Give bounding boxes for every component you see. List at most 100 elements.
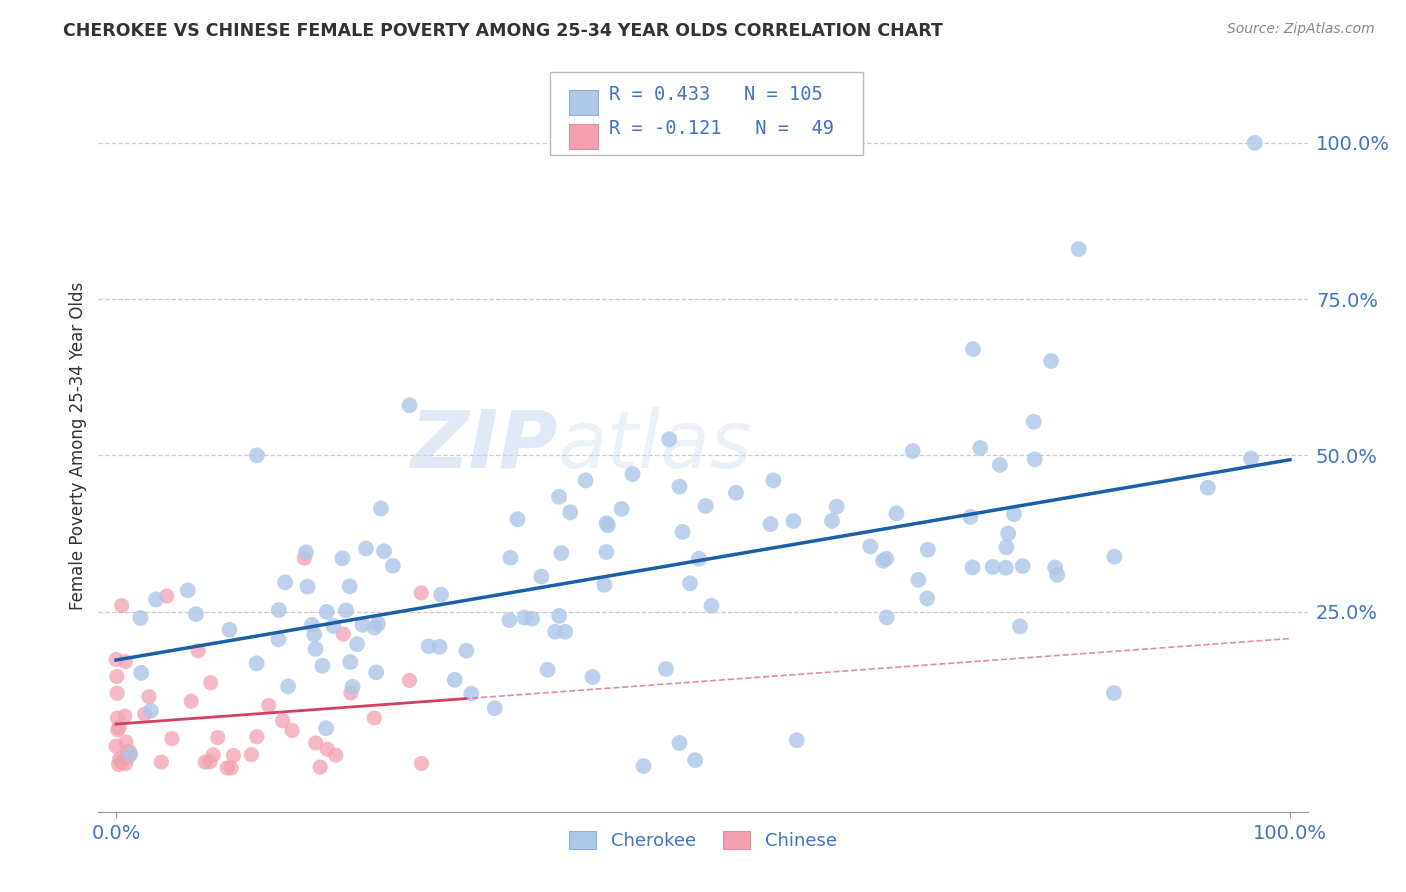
Point <box>859 540 882 554</box>
Point <box>110 755 132 769</box>
Point <box>187 643 209 657</box>
Point <box>560 505 582 519</box>
Point <box>969 441 991 455</box>
Point <box>301 618 323 632</box>
Point <box>267 603 290 617</box>
Point <box>581 670 603 684</box>
Point <box>595 516 617 531</box>
Point <box>1240 451 1263 466</box>
Point <box>218 623 240 637</box>
Point <box>354 541 377 556</box>
Point <box>117 745 139 759</box>
Point <box>304 736 326 750</box>
Point <box>115 735 138 749</box>
Text: CHEROKEE VS CHINESE FEMALE POVERTY AMONG 25-34 YEAR OLDS CORRELATION CHART: CHEROKEE VS CHINESE FEMALE POVERTY AMONG… <box>63 22 943 40</box>
Point <box>304 627 326 641</box>
Point <box>443 673 465 687</box>
Point <box>962 560 984 574</box>
Point <box>370 501 392 516</box>
Point <box>108 752 131 766</box>
Point <box>277 679 299 693</box>
Point <box>363 711 385 725</box>
Point <box>120 747 142 762</box>
Point <box>994 561 1017 575</box>
Point <box>274 575 297 590</box>
Point <box>786 733 808 747</box>
Point <box>200 675 222 690</box>
Point <box>381 558 404 573</box>
Point <box>548 490 571 504</box>
Point <box>335 603 357 617</box>
Point <box>304 642 326 657</box>
Point <box>658 432 681 446</box>
Point <box>1104 549 1126 564</box>
Point <box>1008 619 1031 633</box>
Point <box>821 514 844 528</box>
Point <box>271 714 294 728</box>
Point <box>430 588 453 602</box>
Point <box>499 550 522 565</box>
Point <box>145 592 167 607</box>
Point <box>207 731 229 745</box>
Point <box>322 619 344 633</box>
Point <box>683 753 706 767</box>
Point <box>366 665 388 680</box>
Point <box>1022 415 1045 429</box>
Text: ZIP: ZIP <box>411 407 558 485</box>
Point <box>352 617 374 632</box>
Point <box>655 662 678 676</box>
Point <box>1046 568 1069 582</box>
Point <box>460 687 482 701</box>
Point <box>373 544 395 558</box>
Point <box>668 480 690 494</box>
Point <box>177 583 200 598</box>
Point <box>117 750 139 764</box>
Point <box>105 669 128 683</box>
Point <box>281 723 304 738</box>
Point <box>1102 686 1125 700</box>
Point <box>311 658 333 673</box>
Point <box>530 569 553 583</box>
Point <box>332 551 354 566</box>
Point <box>411 756 433 771</box>
Point <box>134 707 156 722</box>
Point <box>700 599 723 613</box>
Point <box>340 686 363 700</box>
Point <box>668 736 690 750</box>
Point <box>107 711 129 725</box>
Point <box>367 616 389 631</box>
Point <box>129 665 152 680</box>
Point <box>498 613 520 627</box>
Text: atlas: atlas <box>558 407 752 485</box>
Point <box>246 449 269 463</box>
Point <box>295 545 318 559</box>
Point <box>672 524 695 539</box>
Point <box>962 342 984 356</box>
Point <box>782 514 804 528</box>
Point <box>105 739 128 754</box>
Point <box>959 509 981 524</box>
Point <box>1011 559 1033 574</box>
Point <box>114 709 136 723</box>
Point <box>160 731 183 746</box>
Point <box>917 542 939 557</box>
Point <box>180 694 202 708</box>
Point <box>411 586 433 600</box>
Point <box>548 608 571 623</box>
Point <box>886 507 908 521</box>
Point <box>118 745 141 759</box>
Point <box>315 605 337 619</box>
Point <box>688 551 710 566</box>
Point <box>1197 481 1219 495</box>
Point <box>105 686 128 700</box>
Point <box>316 742 339 756</box>
Point <box>484 701 506 715</box>
Point <box>825 500 848 514</box>
Point <box>762 474 785 488</box>
Point <box>520 611 543 625</box>
Point <box>107 723 129 737</box>
Point <box>246 730 269 744</box>
Point <box>429 640 451 654</box>
Point <box>105 652 128 666</box>
Point <box>267 632 290 647</box>
